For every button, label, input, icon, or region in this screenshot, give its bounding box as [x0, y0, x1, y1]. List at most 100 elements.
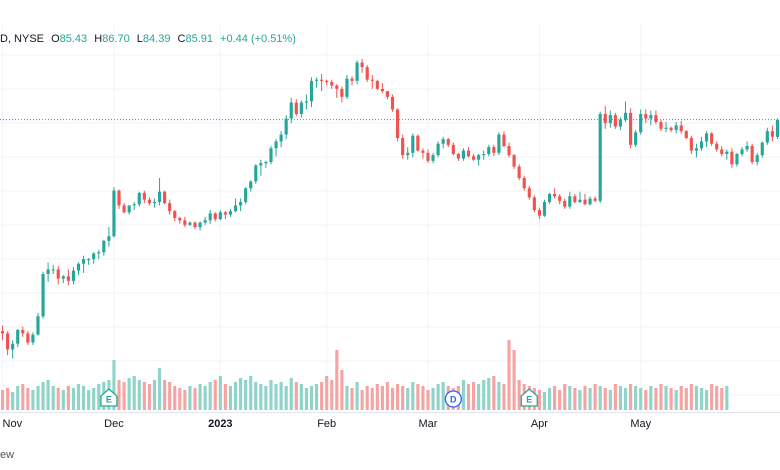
candle — [264, 160, 268, 168]
volume-bar — [173, 386, 177, 410]
volume-bar — [431, 388, 435, 410]
candle-body — [704, 133, 709, 142]
volume-bar — [710, 384, 714, 410]
volume-bar — [613, 384, 617, 410]
candle-body — [41, 274, 45, 317]
volume-bar — [314, 384, 319, 410]
candle-body — [426, 152, 430, 161]
volume-bar — [507, 340, 511, 410]
candle — [127, 205, 131, 215]
candle-body — [203, 220, 207, 223]
candle-body — [644, 114, 648, 119]
volume-bar — [132, 376, 136, 410]
volume-bar — [573, 388, 577, 410]
candle-body — [720, 149, 724, 154]
volume-bar — [684, 388, 688, 410]
volume-bar — [41, 382, 45, 410]
volume-bar — [223, 384, 227, 410]
candle-body — [603, 114, 607, 124]
volume-bar — [6, 388, 10, 410]
candle-body — [269, 148, 273, 162]
candle — [299, 100, 303, 118]
price-candles — [0, 59, 780, 359]
candle — [583, 194, 587, 206]
candle — [11, 340, 15, 359]
candle — [770, 125, 774, 142]
close-value: 85.91 — [185, 33, 213, 45]
candle-body — [350, 78, 354, 81]
candle — [674, 122, 678, 134]
volume-bar — [436, 384, 440, 410]
volume-bar — [593, 384, 597, 410]
candle — [304, 94, 308, 110]
earnings-badge-icon — [100, 388, 118, 407]
candle — [390, 94, 395, 112]
candle — [279, 131, 283, 148]
volume-bar — [92, 388, 96, 410]
candle — [472, 154, 476, 161]
volume-bar — [715, 386, 719, 410]
candle — [563, 198, 567, 209]
footer-text: ew — [0, 449, 15, 461]
volume-bar — [112, 360, 116, 410]
candle — [755, 152, 759, 166]
candle — [375, 79, 379, 90]
candle — [740, 147, 744, 157]
candle — [0, 325, 5, 341]
volume-bar — [441, 382, 445, 410]
candle — [451, 142, 455, 156]
volume-bar — [598, 386, 602, 410]
candle-body — [325, 80, 329, 82]
candle — [294, 99, 298, 117]
candle — [659, 119, 663, 132]
candle-body — [51, 269, 55, 271]
candle — [760, 141, 764, 158]
volume-bar — [720, 388, 724, 410]
candle — [558, 194, 562, 205]
candle — [441, 136, 445, 149]
candle — [183, 216, 187, 228]
candle-body — [492, 147, 496, 153]
candle — [477, 154, 481, 166]
candle-body — [223, 212, 227, 215]
candle — [345, 75, 349, 100]
volume-bar — [390, 388, 395, 410]
candle-body — [213, 213, 217, 220]
candle — [502, 131, 506, 148]
volume-bar — [411, 382, 415, 410]
candle-body — [117, 190, 121, 206]
volume-bar — [97, 384, 101, 410]
volume-bar — [578, 390, 582, 410]
volume-bar — [299, 384, 303, 410]
candle — [618, 117, 623, 130]
close-label: C — [177, 33, 186, 45]
candle — [532, 195, 536, 213]
volume-bar — [87, 390, 91, 410]
candle-body — [233, 205, 238, 212]
candle-body — [76, 263, 81, 271]
candle — [482, 150, 486, 160]
candle-body — [446, 139, 450, 145]
volume-bar — [629, 384, 633, 410]
candle — [664, 122, 668, 133]
candle-body — [147, 199, 151, 204]
candle-body — [183, 220, 187, 225]
volume-bar — [385, 382, 390, 410]
candle-body — [218, 212, 222, 220]
dividend-marker: D — [444, 390, 462, 408]
candle — [340, 86, 344, 103]
candle — [553, 188, 557, 199]
candle-body — [618, 119, 623, 127]
time-axis-tick-label: May — [630, 418, 651, 430]
candle-body — [142, 192, 146, 200]
candle — [699, 136, 704, 151]
volume-bar — [583, 386, 587, 410]
volume-bar — [264, 386, 268, 410]
candle-body — [304, 101, 308, 103]
volume-bar — [350, 388, 354, 410]
candle — [228, 208, 233, 217]
volume-bar — [497, 382, 501, 410]
candle — [547, 192, 552, 205]
candle — [254, 164, 258, 184]
